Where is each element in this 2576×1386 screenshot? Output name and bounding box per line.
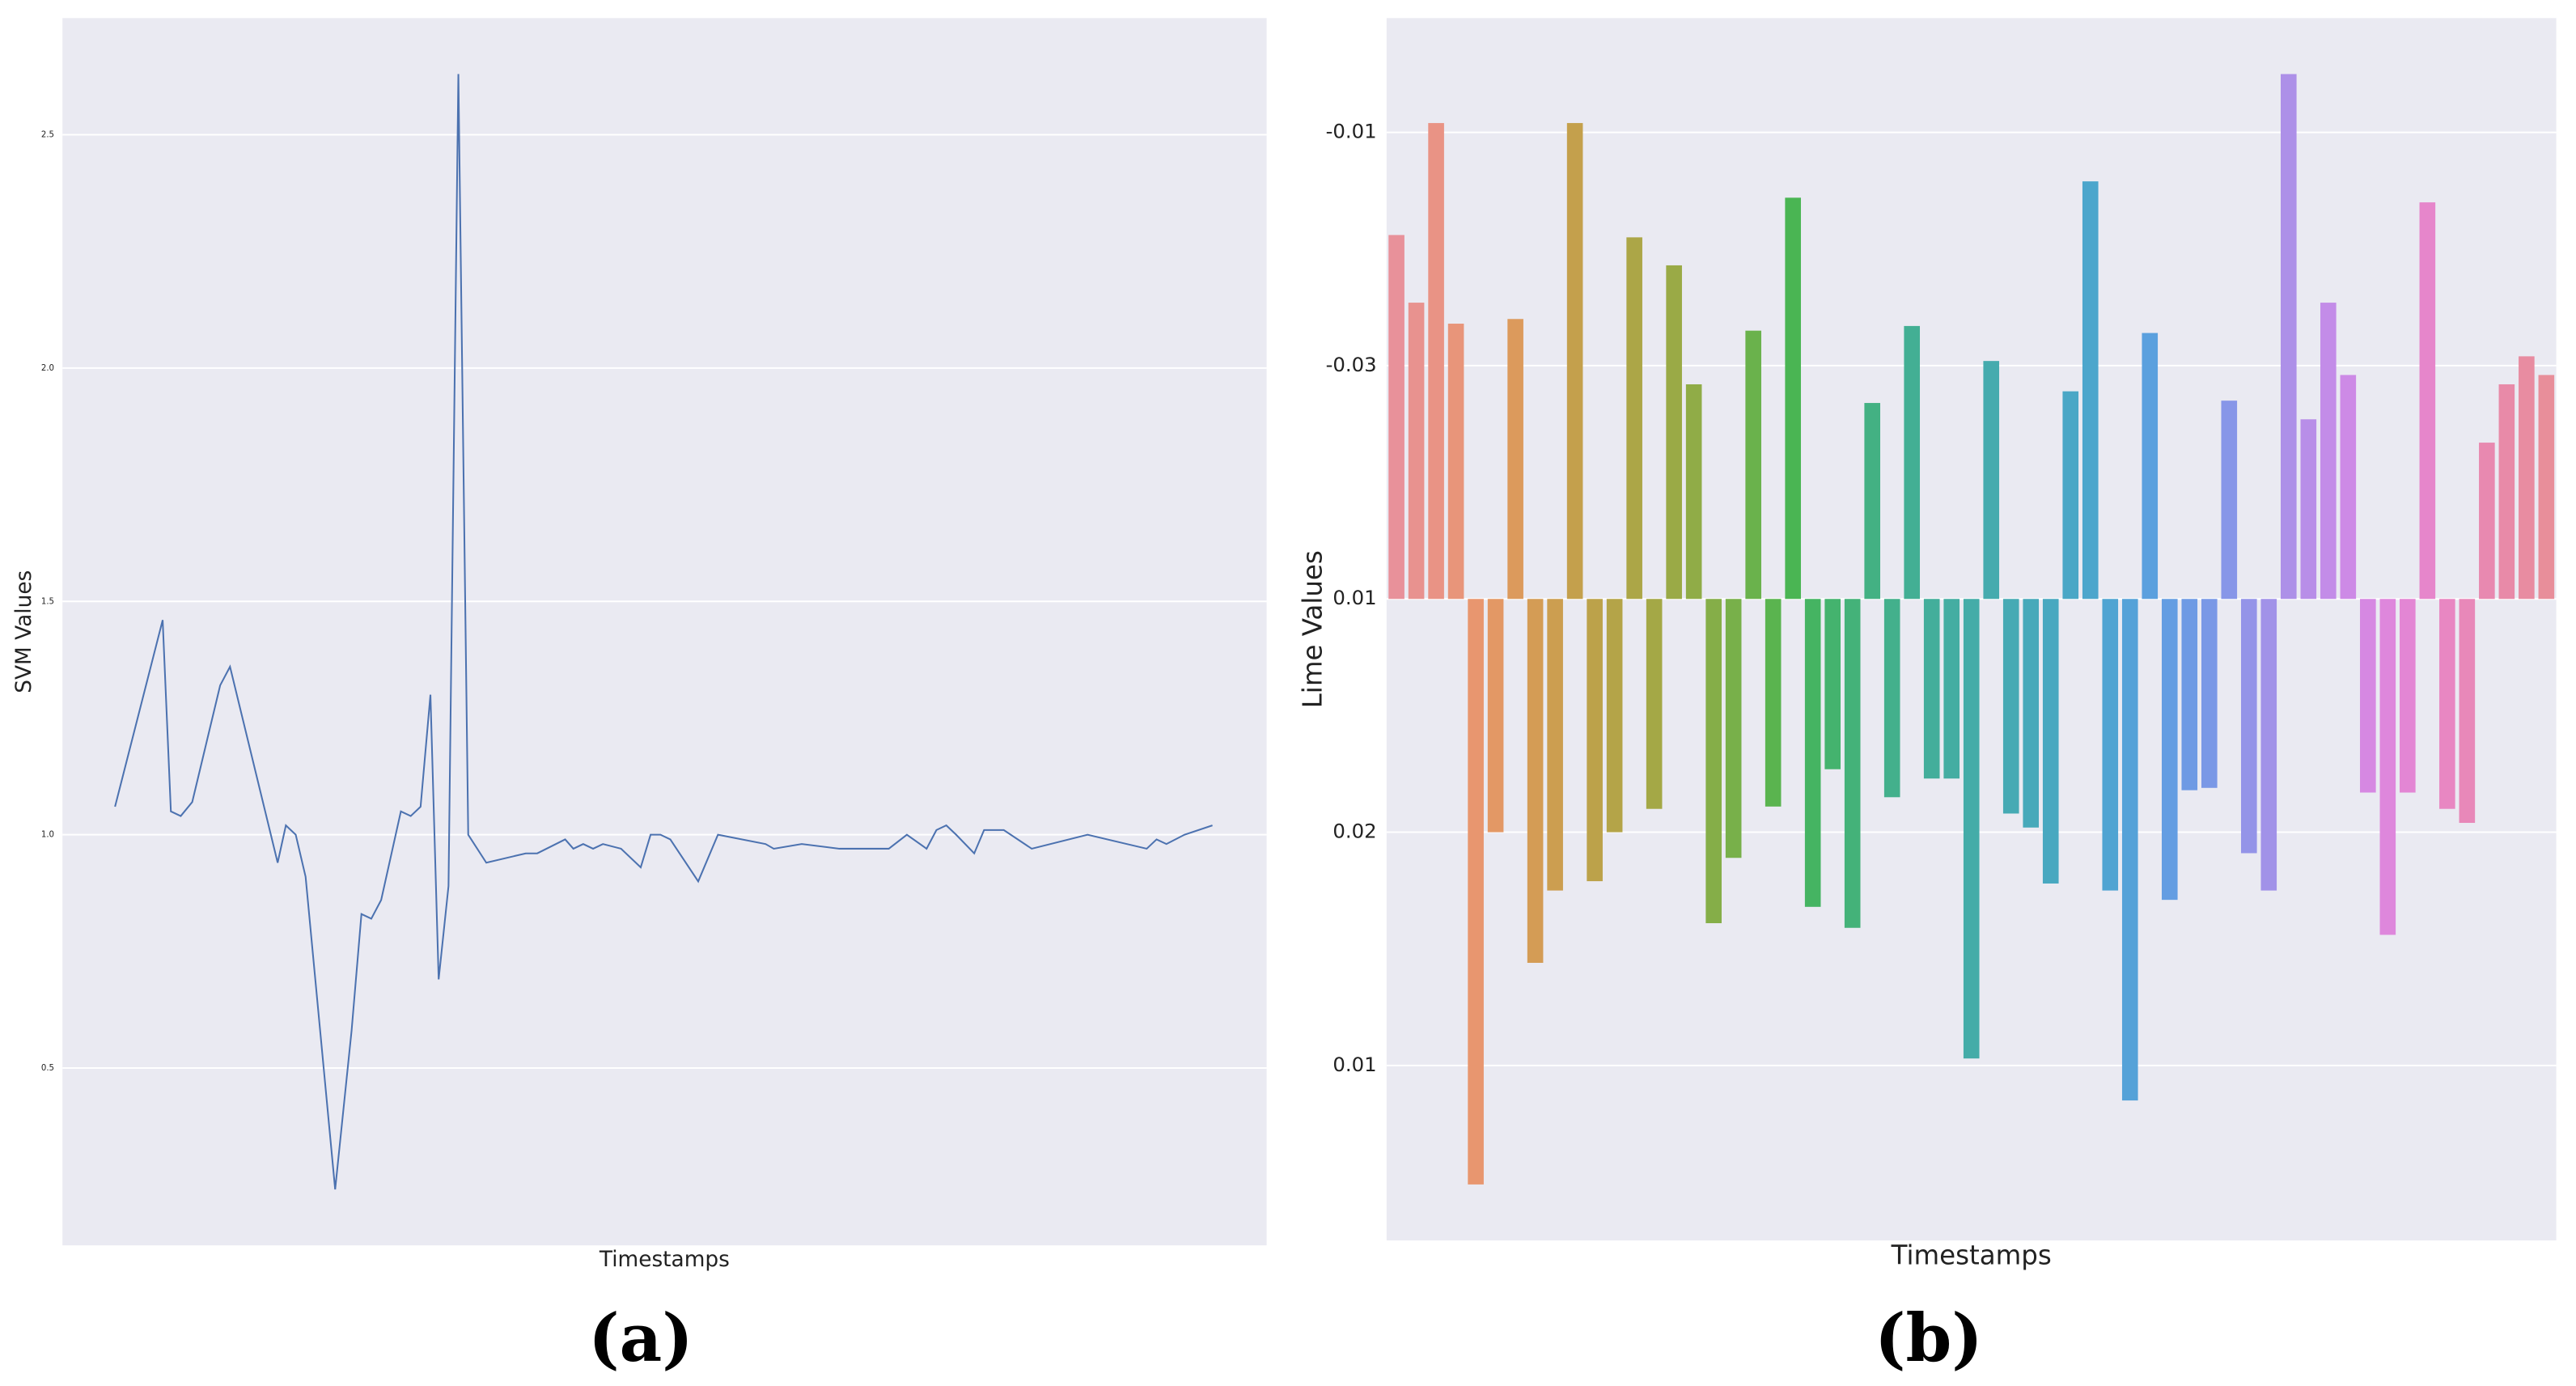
bar: [2459, 599, 2476, 824]
y-tick-label: 2.5: [41, 131, 54, 140]
y-tick-label: 1.0: [41, 831, 54, 840]
bar: [1487, 599, 1504, 833]
bar: [2102, 599, 2119, 891]
bar: [2519, 356, 2535, 600]
bar: [2479, 443, 2495, 600]
bar: [1943, 599, 1960, 779]
bar: [2240, 599, 2257, 854]
x-axis-label: Timestamps: [1891, 1240, 2052, 1270]
bar: [1606, 599, 1623, 833]
bar: [2379, 599, 2396, 935]
bar: [1566, 123, 1583, 600]
bar: [2439, 599, 2455, 809]
bar: [1705, 599, 1722, 923]
y-tick-label: 2.0: [41, 364, 54, 373]
bar: [1963, 599, 1980, 1059]
bar: [2300, 419, 2317, 600]
bar: [1547, 599, 1563, 891]
bar: [1824, 599, 1841, 769]
y-tick-label: -0.03: [1326, 353, 1377, 376]
bar: [2400, 599, 2416, 793]
bar: [2340, 375, 2357, 600]
caption: (a): [588, 1300, 693, 1377]
bar: [1428, 123, 1444, 600]
bar: [1864, 403, 1881, 600]
bar: [2121, 599, 2138, 1101]
bar: [2142, 333, 2159, 600]
bar: [2042, 599, 2059, 884]
bar: [1447, 324, 1464, 600]
y-tick-label: 1.5: [41, 597, 54, 606]
bar: [1507, 319, 1523, 600]
bar: [2260, 599, 2277, 891]
bar: [1904, 325, 1921, 600]
caption: (b): [1875, 1300, 1983, 1377]
bar: [1785, 197, 1801, 600]
bar: [2023, 599, 2040, 828]
y-tick-label: -0.01: [1326, 120, 1377, 143]
bar: [1745, 330, 1761, 600]
bar: [2498, 384, 2515, 600]
bar: [1883, 599, 1900, 798]
bar: [1725, 599, 1742, 858]
bar: [2062, 391, 2079, 600]
bar: [1468, 599, 1484, 1185]
bar: [2538, 375, 2555, 600]
bar: [1923, 599, 1940, 779]
plot-area: [62, 18, 1267, 1246]
bar: [2320, 303, 2337, 600]
bar: [1844, 599, 1861, 928]
bar: [2221, 401, 2238, 600]
bar: [1408, 303, 1425, 600]
y-axis-label: Lime Values: [1297, 550, 1328, 708]
bar: [1527, 599, 1544, 963]
bar: [1685, 384, 1702, 600]
bar: [2161, 599, 2178, 901]
bar: [1388, 235, 1405, 600]
y-tick-label: 0.5: [41, 1064, 54, 1073]
x-axis-label: Timestamps: [599, 1248, 730, 1272]
bar: [1626, 237, 1642, 600]
line: [114, 74, 1213, 1190]
bar: [1666, 265, 1682, 600]
bar: [2082, 181, 2099, 600]
bar: [1983, 361, 2000, 600]
bar: [1587, 599, 1603, 882]
bar: [1804, 599, 1821, 907]
bar: [1765, 599, 1782, 807]
bar: [2280, 74, 2297, 600]
y-axis-label: SVM Values: [12, 570, 36, 693]
bar: [2201, 599, 2218, 788]
y-tick-label: 0.01: [1332, 586, 1376, 609]
y-tick-label: 0.01: [1332, 1053, 1376, 1076]
bar: [2419, 202, 2436, 600]
bar: [2360, 599, 2376, 793]
bar: [2002, 599, 2019, 814]
y-tick-label: 0.02: [1332, 820, 1376, 843]
bar: [2181, 599, 2198, 790]
bar: [1646, 599, 1663, 809]
